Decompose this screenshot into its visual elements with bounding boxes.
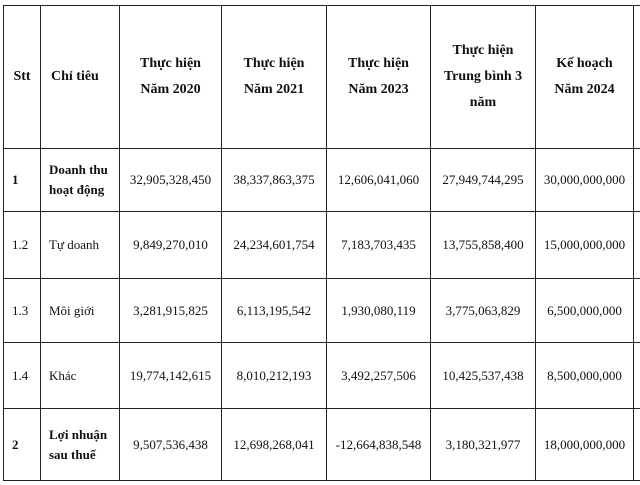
cell-2020: 9,849,270,010 bbox=[119, 211, 222, 279]
header-avg3: Thực hiện Trung bình 3 năm bbox=[430, 5, 536, 149]
table-row: 1 Doanh thu hoạt động 32,905,328,450 38,… bbox=[3, 148, 640, 212]
header-2021-line1: Thực hiện bbox=[243, 56, 305, 71]
cell-extra-cut bbox=[633, 408, 640, 481]
header-2020-line1: Thực hiện bbox=[140, 56, 201, 71]
cell-2023: 12,606,041,060 bbox=[326, 148, 431, 212]
row-label-line1: Doanh thu bbox=[49, 162, 108, 177]
header-2021: Thực hiện Năm 2021 bbox=[221, 5, 327, 149]
cell-avg3: 27,949,744,295 bbox=[430, 148, 536, 212]
header-row: Stt Chỉ tiêu Thực hiện Năm 2020 Thực hiệ… bbox=[3, 5, 640, 149]
header-avg3-line3: năm bbox=[469, 95, 497, 110]
header-plan2024-line2: Năm 2024 bbox=[554, 82, 615, 97]
row-label-line1: Lợi nhuận bbox=[49, 426, 108, 442]
row-label: Khác bbox=[40, 342, 120, 409]
cell-2021: 6,113,195,542 bbox=[221, 278, 327, 343]
row-label-line2: hoạt động bbox=[49, 182, 105, 197]
row-label: Tự doanh bbox=[40, 211, 120, 279]
table-row: 1.2 Tự doanh 9,849,270,010 24,234,601,75… bbox=[3, 211, 640, 279]
cell-extra-cut bbox=[633, 211, 640, 279]
header-2023-line1: Thực hiện bbox=[348, 56, 409, 71]
header-extra-cut bbox=[633, 5, 640, 149]
cell-2023: 3,492,257,506 bbox=[326, 342, 431, 409]
row-label: Doanh thu hoạt động bbox=[40, 148, 120, 212]
cell-plan2024: 15,000,000,000 bbox=[535, 211, 634, 279]
cell-avg3: 13,755,858,400 bbox=[430, 211, 536, 279]
table-row: 2 Lợi nhuận sau thuế 9,507,536,438 12,69… bbox=[3, 408, 640, 481]
cell-avg3: 3,775,063,829 bbox=[430, 278, 536, 343]
header-2020-line2: Năm 2020 bbox=[140, 82, 201, 97]
header-chi-tieu: Chỉ tiêu bbox=[40, 5, 120, 149]
row-label: Lợi nhuận sau thuế bbox=[40, 408, 120, 481]
row-label: Môi giới bbox=[40, 278, 120, 343]
header-2020: Thực hiện Năm 2020 bbox=[119, 5, 222, 149]
cell-avg3: 3,180,321,977 bbox=[430, 408, 536, 481]
cell-extra-cut bbox=[633, 148, 640, 212]
cell-2020: 32,905,328,450 bbox=[119, 148, 222, 212]
row-stt: 2 bbox=[3, 408, 41, 481]
header-avg3-line2: Trung bình 3 bbox=[443, 69, 523, 84]
cell-avg3: 10,425,537,438 bbox=[430, 342, 536, 409]
cell-2021: 8,010,212,193 bbox=[221, 342, 327, 409]
cell-2021: 38,337,863,375 bbox=[221, 148, 327, 212]
row-stt: 1 bbox=[3, 148, 41, 212]
cell-2020: 9,507,536,438 bbox=[119, 408, 222, 481]
header-avg3-line1: Thực hiện bbox=[452, 43, 514, 58]
cell-2021: 24,234,601,754 bbox=[221, 211, 327, 279]
cell-2023: 7,183,703,435 bbox=[326, 211, 431, 279]
table-row: 1.4 Khác 19,774,142,615 8,010,212,193 3,… bbox=[3, 342, 640, 409]
header-plan2024-line1: Kế hoạch bbox=[556, 56, 613, 71]
row-stt: 1.2 bbox=[3, 211, 41, 279]
row-stt: 1.3 bbox=[3, 278, 41, 343]
header-2023: Thực hiện Năm 2023 bbox=[326, 5, 431, 149]
cell-extra-cut bbox=[633, 278, 640, 343]
cell-plan2024: 8,500,000,000 bbox=[535, 342, 634, 409]
cell-2020: 3,281,915,825 bbox=[119, 278, 222, 343]
financial-plan-table: Stt Chỉ tiêu Thực hiện Năm 2020 Thực hiệ… bbox=[3, 5, 640, 481]
header-stt: Stt bbox=[3, 5, 41, 149]
cell-plan2024: 18,000,000,000 bbox=[535, 408, 634, 481]
header-2023-line2: Năm 2023 bbox=[348, 82, 409, 97]
cell-2023: -12,664,838,548 bbox=[326, 408, 431, 481]
cell-extra-cut bbox=[633, 342, 640, 409]
row-label-line2: sau thuế bbox=[49, 446, 96, 462]
cell-plan2024: 6,500,000,000 bbox=[535, 278, 634, 343]
table-row: 1.3 Môi giới 3,281,915,825 6,113,195,542… bbox=[3, 278, 640, 343]
row-stt: 1.4 bbox=[3, 342, 41, 409]
cell-2020: 19,774,142,615 bbox=[119, 342, 222, 409]
cell-2021: 12,698,268,041 bbox=[221, 408, 327, 481]
cell-plan2024: 30,000,000,000 bbox=[535, 148, 634, 212]
header-plan2024: Kế hoạch Năm 2024 bbox=[535, 5, 634, 149]
header-2021-line2: Năm 2021 bbox=[243, 82, 305, 97]
cell-2023: 1,930,080,119 bbox=[326, 278, 431, 343]
